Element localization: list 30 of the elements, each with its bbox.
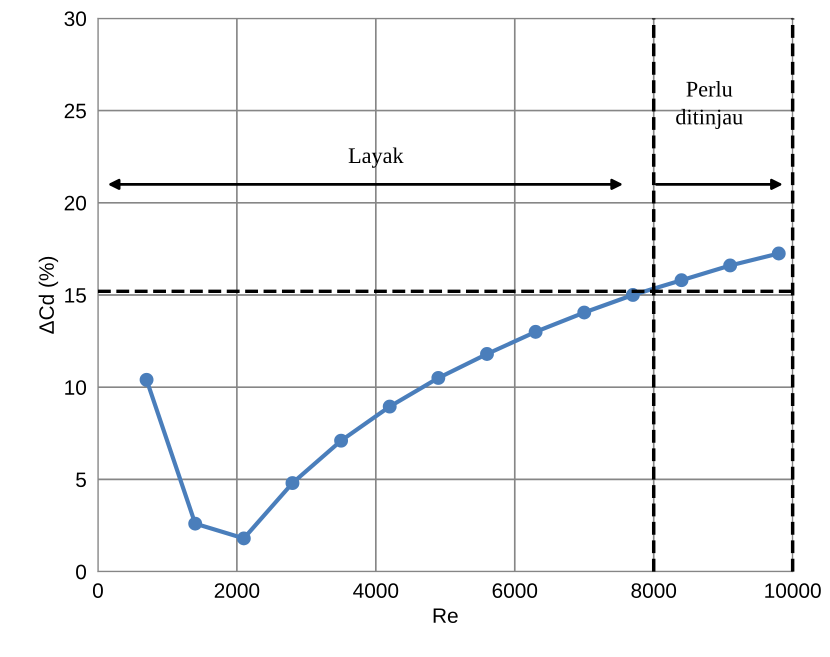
x-tick-label: 0 bbox=[92, 583, 103, 598]
y-tick-label: 30 bbox=[64, 11, 86, 26]
point bbox=[188, 516, 202, 531]
y-tick-label: 0 bbox=[76, 564, 86, 580]
point bbox=[480, 347, 494, 361]
y-tick-label: 10 bbox=[65, 380, 86, 395]
y-axis-title: ΔCd (%) bbox=[38, 256, 58, 334]
y-tick-label: 25 bbox=[64, 104, 86, 118]
x-tick-label: 4000 bbox=[353, 583, 398, 598]
x-axis-title: Re bbox=[434, 608, 458, 623]
point bbox=[236, 531, 251, 546]
y-tick-label: 5 bbox=[76, 472, 86, 488]
point bbox=[334, 434, 348, 448]
x-tick-label: 8000 bbox=[631, 583, 676, 598]
point bbox=[528, 324, 543, 339]
point bbox=[286, 476, 300, 490]
point bbox=[772, 246, 786, 260]
point bbox=[723, 258, 738, 272]
point bbox=[382, 400, 397, 414]
y-tick-label: 20 bbox=[64, 196, 86, 211]
x-tick-label: 6000 bbox=[492, 583, 538, 598]
x-tick-label: 10000 bbox=[765, 583, 821, 598]
point bbox=[431, 371, 446, 385]
point bbox=[577, 306, 592, 320]
annotation: Perlu ditinjau bbox=[676, 81, 743, 130]
point bbox=[140, 372, 154, 387]
x-tick-label: 2000 bbox=[214, 583, 260, 598]
y-tick-label: 15 bbox=[65, 288, 86, 303]
point bbox=[674, 273, 688, 288]
annotation: Layak bbox=[348, 148, 404, 168]
